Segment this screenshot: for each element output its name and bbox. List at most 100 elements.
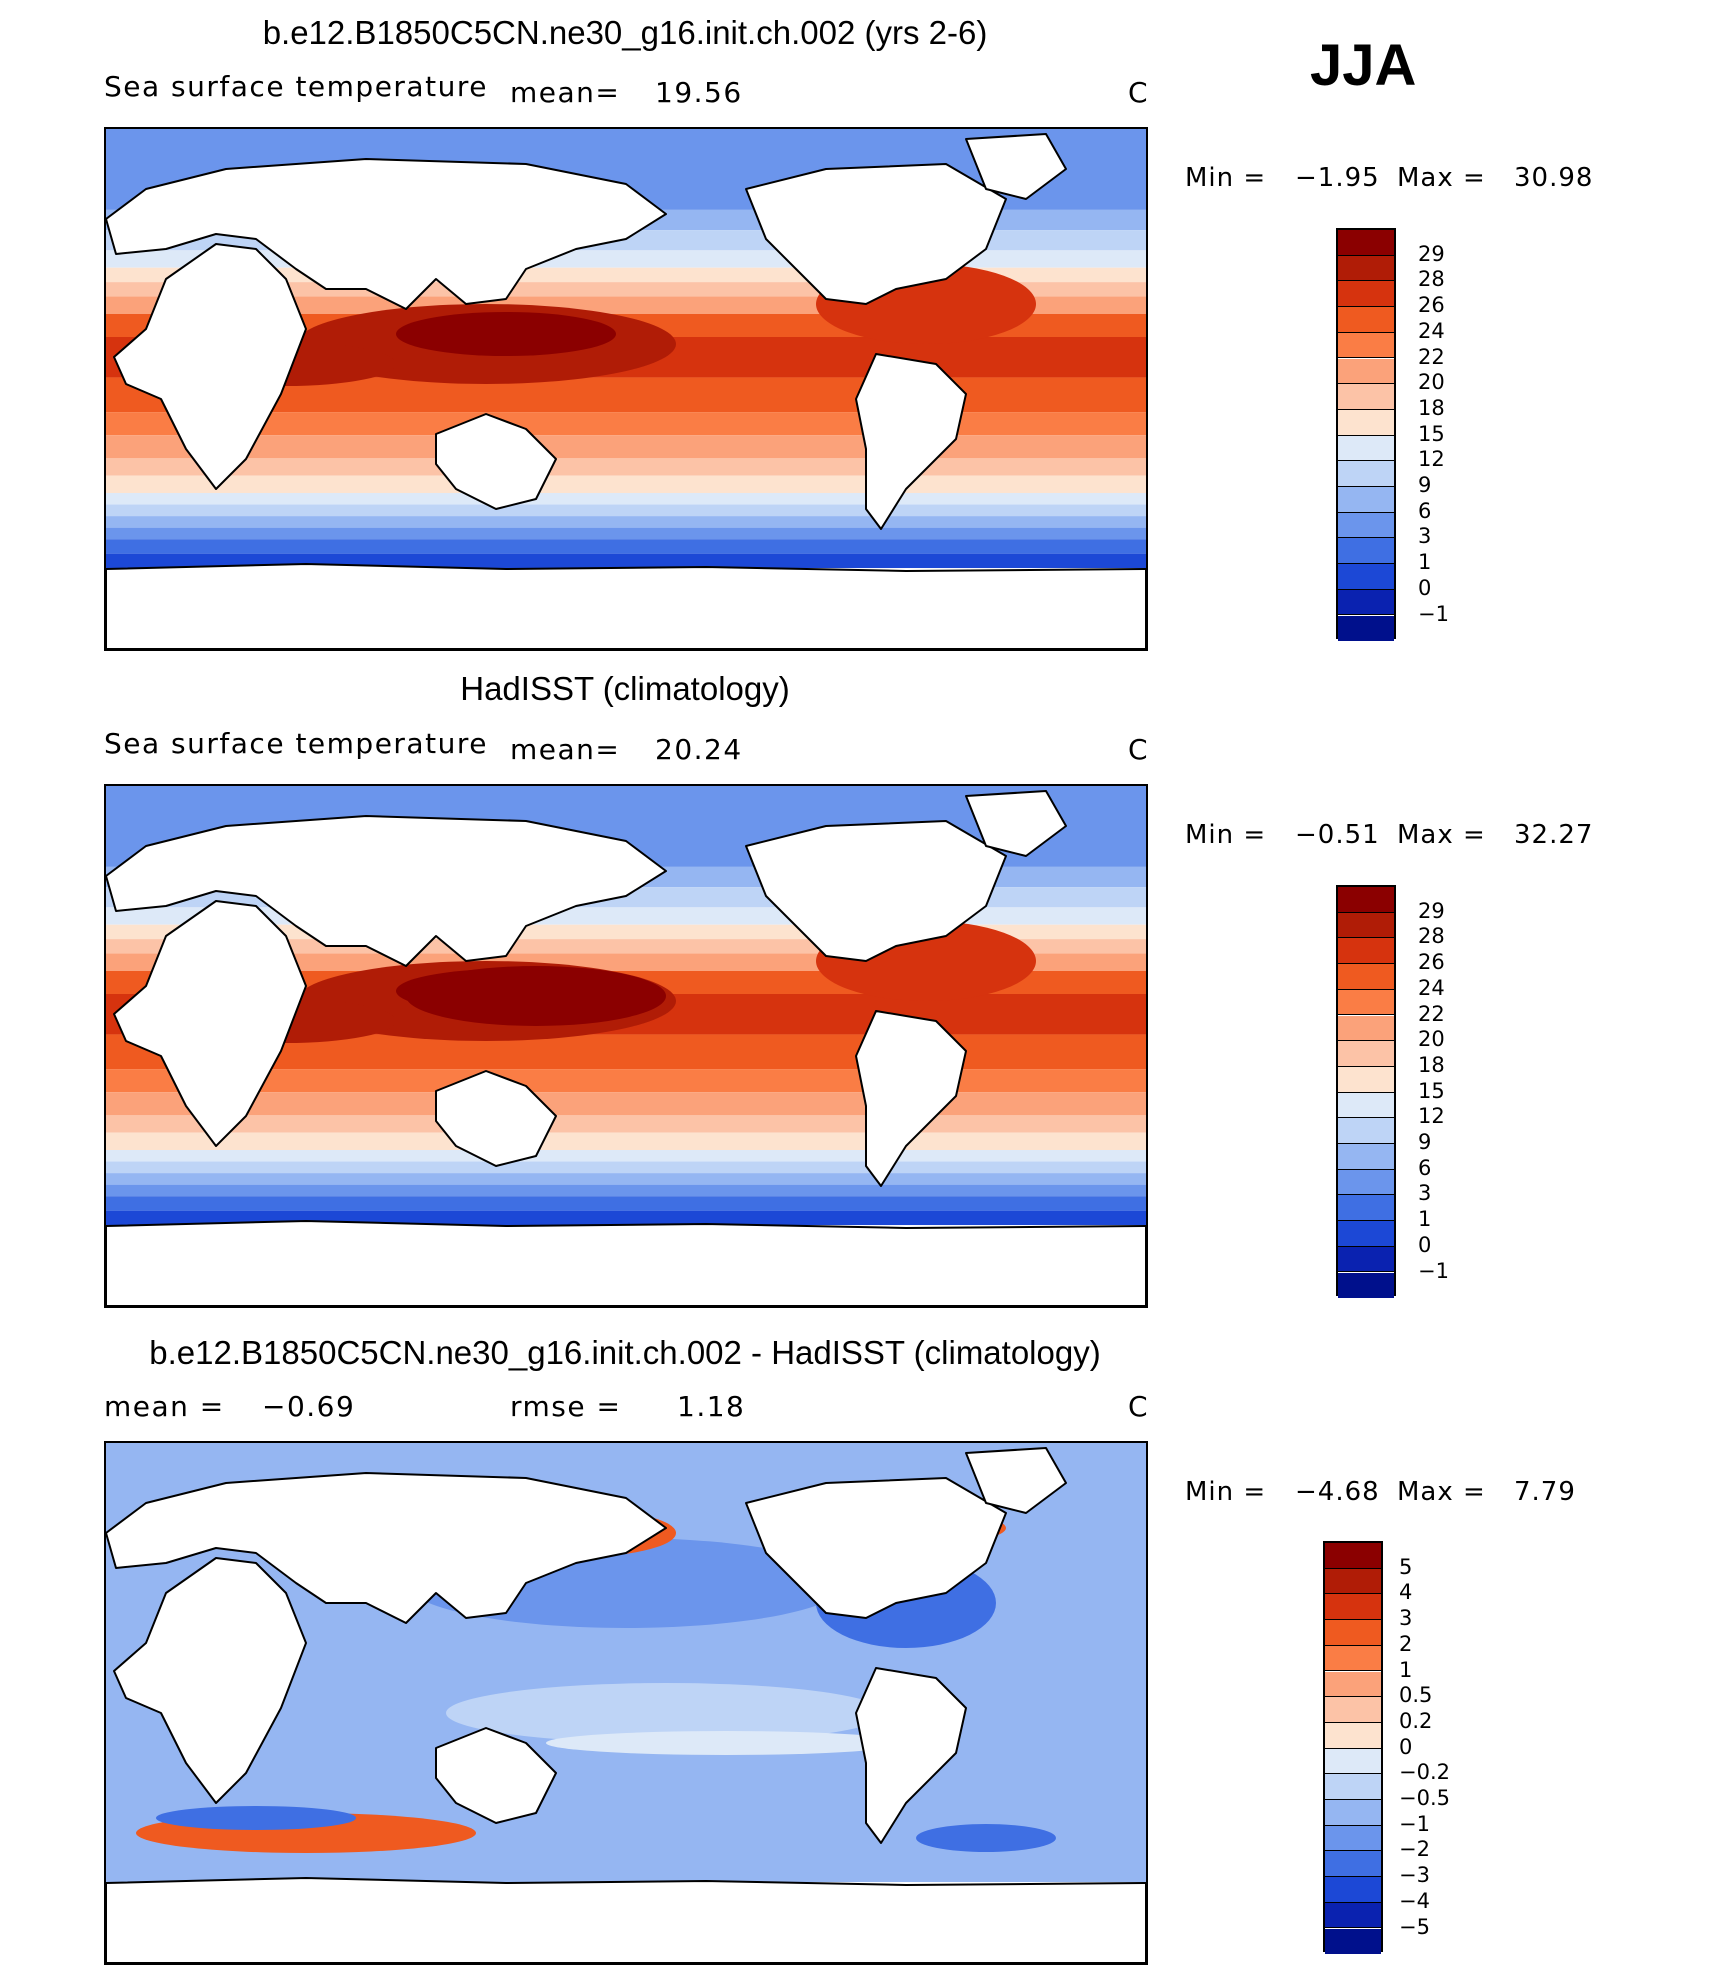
temperature-band	[106, 1184, 1146, 1197]
colorbar-segment	[1338, 332, 1394, 359]
colorbar-segment	[1338, 1118, 1394, 1144]
colorbar-segment	[1338, 281, 1394, 308]
colorbar-tick-label: 12	[1418, 447, 1445, 472]
continent-outline	[965, 1447, 1067, 1514]
panel-1-title: b.e12.B1850C5CN.ne30_g16.init.ch.002 (yr…	[262, 14, 988, 51]
colorbar-segment	[1338, 887, 1394, 913]
warm-pool-core	[406, 966, 666, 1026]
continent-outline	[745, 1477, 1007, 1619]
colorbar-tick-label: 15	[1418, 1078, 1445, 1103]
colorbar-segment	[1338, 1246, 1394, 1273]
colorbar-tick-label: 20	[1418, 1027, 1445, 1052]
colorbar-segment	[1338, 435, 1394, 462]
panel-1-map-svg	[106, 129, 1146, 649]
colorbar-segment	[1325, 1748, 1381, 1775]
continent-outline	[106, 1472, 667, 1624]
colorbar-segment	[1338, 912, 1394, 939]
colorbar-segment	[1325, 1928, 1381, 1955]
colorbar-segment	[1325, 1902, 1381, 1929]
colorbar-tick-label: −0.5	[1399, 1786, 1450, 1810]
season-label: JJA	[1310, 33, 1417, 98]
temperature-band	[106, 504, 1146, 517]
tropical-band	[546, 1731, 906, 1755]
panel-3-rmse-value: 1.18	[677, 1390, 746, 1423]
colorbar-tick-label: 20	[1418, 370, 1445, 395]
colorbar-tick-label: 0	[1418, 575, 1432, 600]
colorbar-box	[1323, 1541, 1383, 1955]
colorbar-segment	[1325, 1645, 1381, 1672]
colorbar-tick-label: 22	[1418, 1001, 1445, 1026]
panel-3-max-label: Max =	[1397, 1477, 1486, 1507]
colorbar-segment	[1325, 1594, 1381, 1621]
colorbar-segment	[1325, 1543, 1381, 1569]
colorbar-tick-label: −3	[1399, 1863, 1430, 1888]
temperature-band	[106, 1150, 1146, 1162]
continent-outline	[435, 1070, 557, 1167]
continent-outline	[965, 790, 1067, 857]
panel-1-max-value: 30.98	[1514, 163, 1594, 193]
panel-3-min-label: Min =	[1185, 1477, 1267, 1507]
colorbar-tick-label: 0	[1418, 1232, 1432, 1257]
colorbar-segment	[1338, 564, 1394, 590]
continent-outline	[855, 1010, 967, 1187]
panel-2-min-value: −0.51	[1295, 820, 1380, 850]
colorbar-tick-label: 2	[1399, 1631, 1413, 1656]
continent-outline	[435, 413, 557, 510]
colorbar-tick-label: 29	[1418, 241, 1445, 266]
colorbar-segment	[1325, 1568, 1381, 1595]
colorbar-tick-label: 0	[1399, 1734, 1413, 1759]
colorbar-tick-label: 24	[1418, 318, 1445, 343]
colorbar-tick-label: −1	[1418, 601, 1449, 626]
colorbar-segment	[1338, 384, 1394, 410]
colorbar-tick-label: 1	[1418, 1207, 1432, 1232]
panel-2-min-label: Min =	[1185, 820, 1267, 850]
continent-outline	[745, 820, 1007, 962]
colorbar-tick-label: 5	[1399, 1554, 1413, 1579]
colorbar-segment	[1338, 487, 1394, 513]
panel-2-map	[104, 784, 1148, 1308]
colorbar-tick-label: 6	[1418, 1155, 1432, 1180]
panel-2-map-svg	[106, 786, 1146, 1306]
southern-ocean-cool	[156, 1806, 356, 1830]
colorbar-tick-label: 26	[1418, 293, 1445, 318]
colorbar-segment	[1325, 1697, 1381, 1723]
colorbar-segment	[1338, 512, 1394, 539]
temperature-band	[106, 516, 1146, 528]
colorbar-tick-label: 1	[1418, 550, 1432, 575]
panel-2-mean-value: 20.24	[655, 733, 743, 766]
panel-1-min-value: −1.95	[1295, 163, 1380, 193]
panel-3-mean-value: −0.69	[262, 1390, 356, 1423]
colorbar-tick-label: −4	[1399, 1888, 1430, 1913]
colorbar-box	[1336, 228, 1396, 642]
panel-1-land	[106, 133, 1146, 649]
south-atlantic-cool	[916, 1824, 1056, 1852]
colorbar-tick-label: 0.5	[1399, 1683, 1433, 1708]
continent-outline	[745, 163, 1007, 305]
warm-pool-core	[396, 312, 616, 356]
temperature-band	[106, 475, 1146, 493]
colorbar-segment	[1325, 1800, 1381, 1826]
continent-outline	[106, 815, 667, 967]
tropical-pacific-mild	[446, 1683, 886, 1743]
panel-1-map	[104, 127, 1148, 651]
colorbar-tick-label: 6	[1418, 498, 1432, 523]
colorbar-segment	[1325, 1877, 1381, 1903]
continent-outline	[113, 243, 307, 490]
colorbar-segment	[1338, 1195, 1394, 1222]
colorbar-segment	[1325, 1722, 1381, 1749]
colorbar-tick-label: −1	[1418, 1258, 1449, 1283]
panel-3-mean-label: mean =	[104, 1390, 225, 1423]
colorbar-segment	[1338, 307, 1394, 333]
panel-3-rmse-label: rmse =	[510, 1390, 622, 1423]
colorbar-segment	[1338, 964, 1394, 990]
colorbar-tick-label: 18	[1418, 395, 1445, 420]
colorbar-segment	[1338, 615, 1394, 642]
colorbar-tick-label: 24	[1418, 975, 1445, 1000]
panel-3-unit: C	[1128, 1390, 1150, 1423]
temperature-band	[106, 527, 1146, 540]
colorbar-segment	[1325, 1774, 1381, 1800]
colorbar-segment	[1338, 538, 1394, 565]
panel-2-land	[106, 790, 1146, 1306]
continent-outline	[113, 1557, 307, 1804]
colorbar-tick-label: 28	[1418, 924, 1445, 949]
